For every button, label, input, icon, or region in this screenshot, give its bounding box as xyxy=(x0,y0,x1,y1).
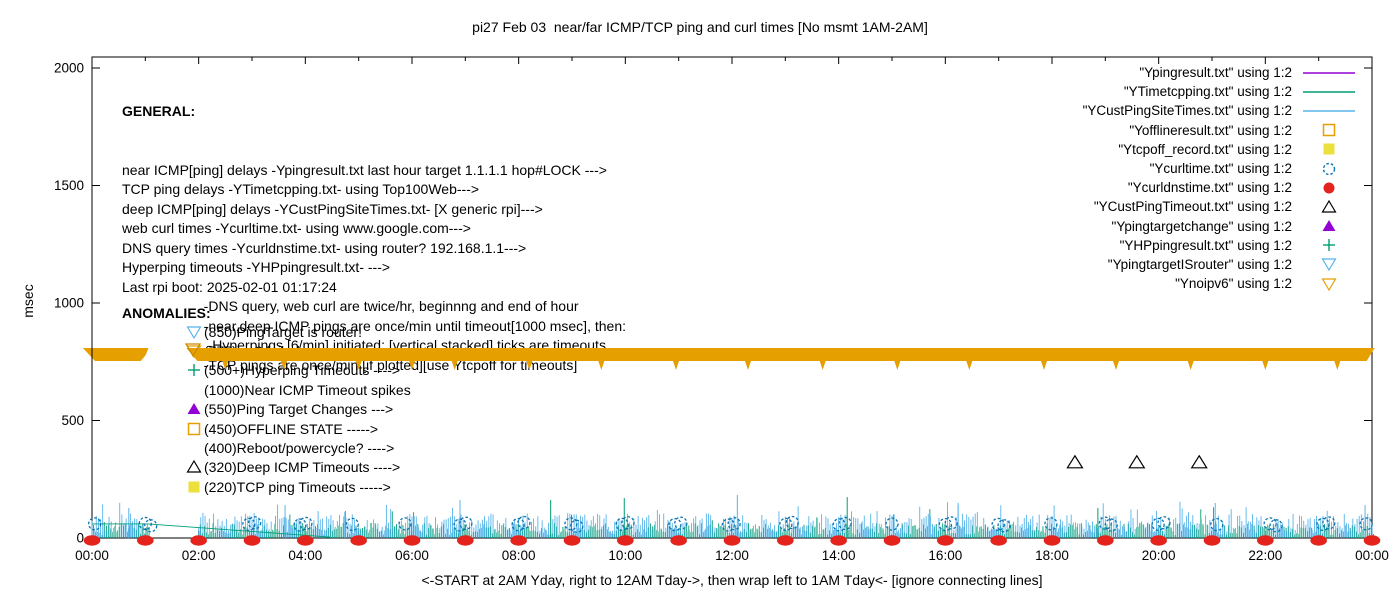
x-tick-label: 00:00 xyxy=(75,548,109,563)
x-tick-label: 00:00 xyxy=(1355,548,1389,563)
x-tick-label: 18:00 xyxy=(1035,548,1069,563)
y-tick-label: 500 xyxy=(61,413,84,428)
deep-icmp-timeout-triangles xyxy=(1066,454,1208,469)
y-tick-label: 1000 xyxy=(54,296,84,311)
x-tick-label: 06:00 xyxy=(395,548,429,563)
x-tick-label: 12:00 xyxy=(715,548,749,563)
y-tick-label: 2000 xyxy=(54,61,84,76)
ping-noise-spikes xyxy=(91,501,1375,538)
dns-time-dots xyxy=(83,535,1381,546)
x-tick-label: 10:00 xyxy=(608,548,642,563)
x-tick-label: 04:00 xyxy=(288,548,322,563)
x-tick-label: 20:00 xyxy=(1142,548,1176,563)
x-tick-label: 08:00 xyxy=(502,548,536,563)
y-tick-label: 1500 xyxy=(54,178,84,193)
x-tick-label: 02:00 xyxy=(182,548,216,563)
x-tick-label: 22:00 xyxy=(1248,548,1282,563)
curl-time-circles xyxy=(88,515,1373,533)
y-axis-ticks: 0 500 1000 1500 2000 xyxy=(54,61,1372,546)
connecting-lines xyxy=(92,523,330,538)
x-axis-ticks: 00:00 02:00 04:00 06:00 08:00 10:00 12:00 14:00… xyxy=(75,57,1389,563)
x-tick-label: 16:00 xyxy=(928,548,962,563)
tall-timeout-spikes xyxy=(128,494,1366,538)
y-tick-label: 0 xyxy=(76,531,84,546)
x-tick-label: 14:00 xyxy=(822,548,856,563)
plot-border xyxy=(91,56,1373,539)
